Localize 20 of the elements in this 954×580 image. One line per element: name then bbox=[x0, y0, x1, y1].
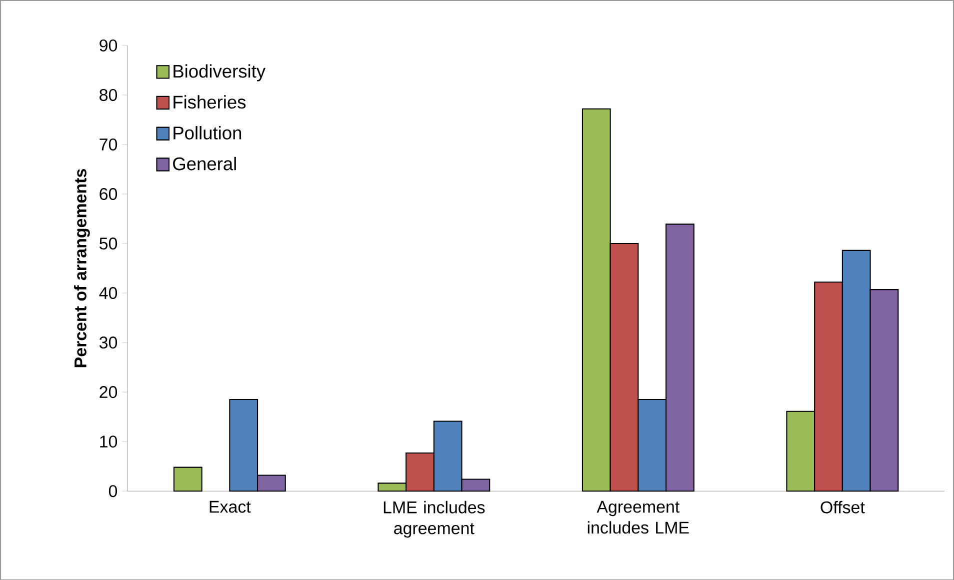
legend-label: Pollution bbox=[174, 126, 242, 140]
y-tick-label: 70 bbox=[100, 138, 118, 150]
y-tick-label: 40 bbox=[99, 286, 118, 299]
x-tick-label: Agreement includes LME bbox=[588, 500, 689, 534]
x-tick-label: Exact bbox=[210, 500, 251, 513]
y-tick-label: 60 bbox=[100, 188, 118, 200]
y-tick-label: 20 bbox=[100, 386, 118, 398]
bar bbox=[173, 466, 202, 492]
legend-label: General bbox=[173, 156, 236, 170]
y-tick-label: 10 bbox=[100, 435, 118, 448]
y-tick-label: 30 bbox=[99, 336, 118, 348]
y-tick-label: 80 bbox=[100, 88, 118, 101]
y-tick-label: 50 bbox=[100, 237, 118, 250]
y-tick-label: 0 bbox=[108, 484, 118, 497]
x-tick-label: LME includes agreement bbox=[384, 500, 485, 538]
legend-label: Biodiversity bbox=[174, 64, 266, 82]
x-tick-label: Offset bbox=[820, 500, 865, 514]
y-tick-label: 90 bbox=[100, 39, 118, 52]
y-axis-title: Percent of arrangements bbox=[74, 168, 90, 367]
legend-label: Fisheries bbox=[174, 94, 246, 108]
